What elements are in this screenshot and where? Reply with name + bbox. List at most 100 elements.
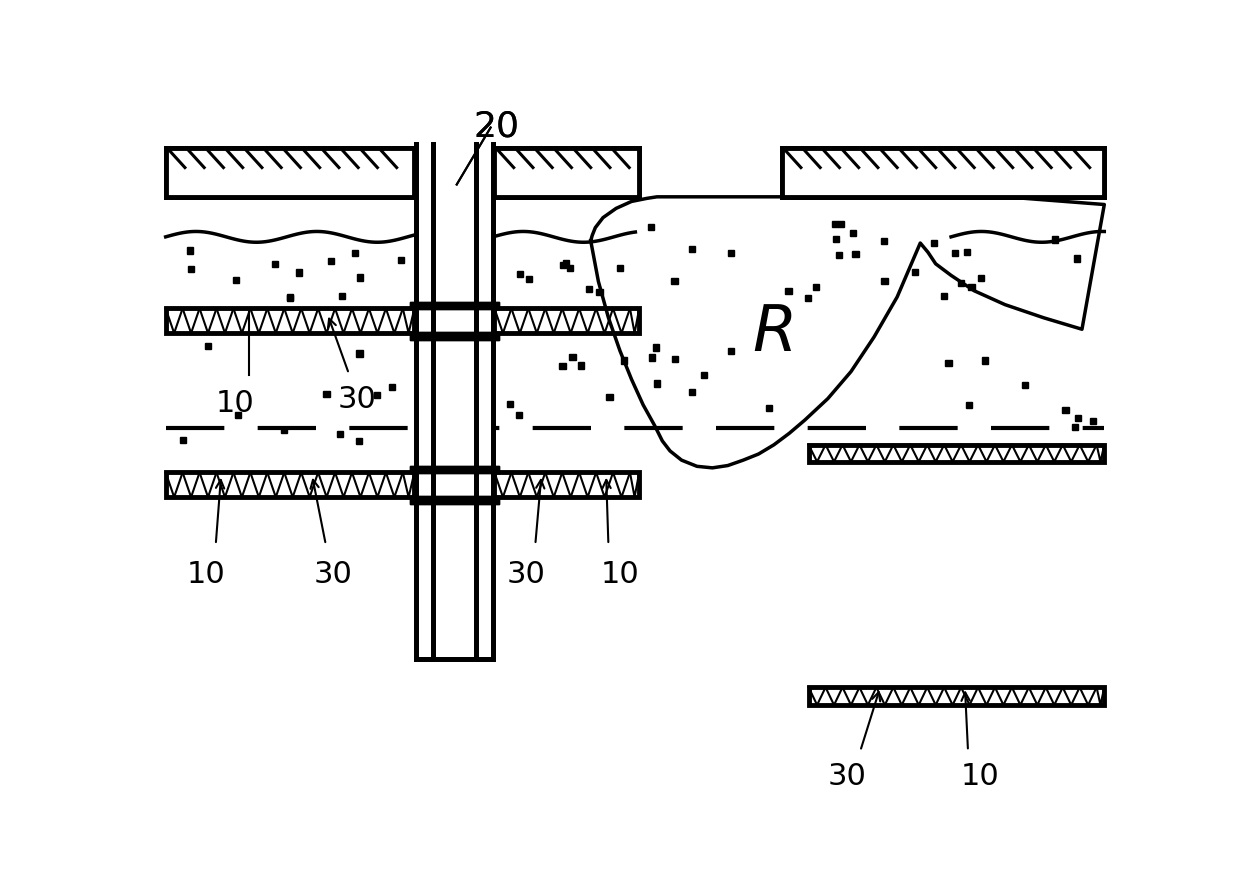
Bar [507,401,513,407]
Bar [831,221,838,227]
Bar [1074,414,1080,420]
Bar [338,293,344,299]
Bar [930,239,937,245]
Bar [398,257,404,263]
Bar [559,363,565,369]
Bar [966,402,973,408]
Bar [234,412,240,419]
Bar [672,356,678,362]
Bar [1062,406,1068,412]
Bar [617,265,623,271]
Bar [579,362,584,368]
Bar [494,308,639,333]
Bar [357,275,363,281]
Bar [945,360,952,366]
Bar [689,245,695,252]
Bar [912,269,918,275]
Bar [494,148,639,197]
Bar [1090,418,1095,424]
Bar [357,351,363,357]
Bar [952,250,958,256]
Bar [527,275,533,282]
Bar [187,247,193,253]
Bar [281,427,287,434]
Bar [1074,255,1080,261]
Text: 10: 10 [186,560,225,589]
Bar [166,472,414,497]
Bar [786,288,792,294]
Bar [560,262,566,268]
Bar [166,148,414,197]
Bar [606,394,612,400]
Bar [494,148,639,197]
Bar [881,278,887,284]
Bar [654,381,660,387]
Bar [389,384,395,390]
Text: R: R [752,302,797,364]
Bar [596,290,602,296]
Bar [1022,381,1028,388]
Bar [809,445,1104,462]
Bar [374,392,380,398]
Bar [766,404,772,411]
Bar [166,308,414,333]
Text: 30: 30 [337,385,377,414]
Bar [517,412,523,419]
Bar [833,236,839,242]
Bar [188,266,195,272]
Text: 10: 10 [961,762,1000,791]
Bar [166,148,414,197]
Bar [838,222,844,228]
Bar [836,253,843,259]
Bar [567,265,574,271]
Bar [1072,424,1078,430]
Bar [180,437,186,443]
Bar [204,343,211,350]
Bar [621,358,627,364]
Bar [672,278,678,284]
Text: 10: 10 [216,389,254,419]
Bar [352,250,358,256]
Bar [273,261,279,268]
Bar [782,148,1104,197]
Bar [233,277,239,283]
Bar [328,258,335,264]
Bar [729,250,735,256]
Bar [296,269,301,275]
Bar [852,251,859,257]
Bar [940,293,947,299]
Text: 20: 20 [473,109,520,144]
Text: 10: 10 [601,560,639,589]
Bar [689,389,695,396]
Bar [964,249,970,255]
Bar [729,348,735,354]
Bar [286,295,292,301]
Text: 30: 30 [507,560,545,589]
Bar [809,687,1104,705]
Bar [958,280,964,286]
Bar [337,431,343,437]
Bar [517,271,523,277]
Text: 30: 30 [315,560,353,589]
Bar [850,230,856,236]
Bar [649,354,655,360]
Bar [653,344,659,351]
Bar [1052,237,1058,243]
Bar [286,294,292,300]
Bar [813,284,819,291]
Bar [648,223,654,230]
Bar [356,438,362,444]
Bar [983,358,989,364]
Bar [323,391,330,397]
Text: 30: 30 [828,762,866,791]
Bar [570,354,576,360]
Bar [700,372,706,378]
Bar [494,472,639,497]
Bar [978,275,984,281]
Bar [782,148,1104,197]
Bar [586,286,592,292]
Bar [881,238,887,244]
Bar [969,283,975,290]
Bar [563,260,569,267]
Bar [805,295,812,301]
